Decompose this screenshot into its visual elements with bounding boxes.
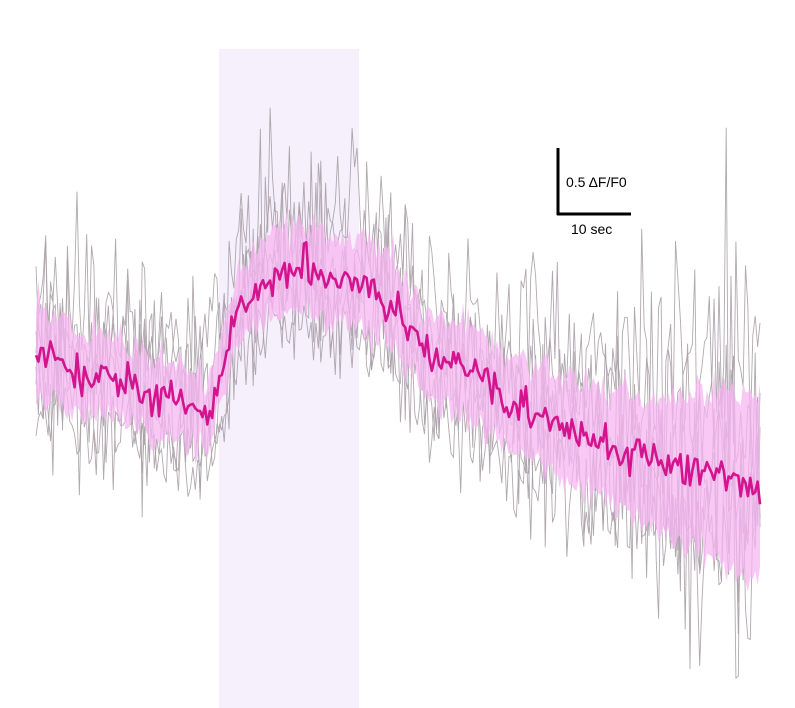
mean-trace xyxy=(34,241,762,505)
sem-band-layer xyxy=(36,211,760,592)
scale-bar-y-label: 0.5 ΔF/F0 xyxy=(566,174,627,190)
scale-bar: 0.5 ΔF/F0 10 sec xyxy=(556,148,631,237)
sem-band xyxy=(36,211,760,592)
mean-trace-layer xyxy=(34,241,762,505)
scale-bar-x-label: 10 sec xyxy=(571,221,612,237)
